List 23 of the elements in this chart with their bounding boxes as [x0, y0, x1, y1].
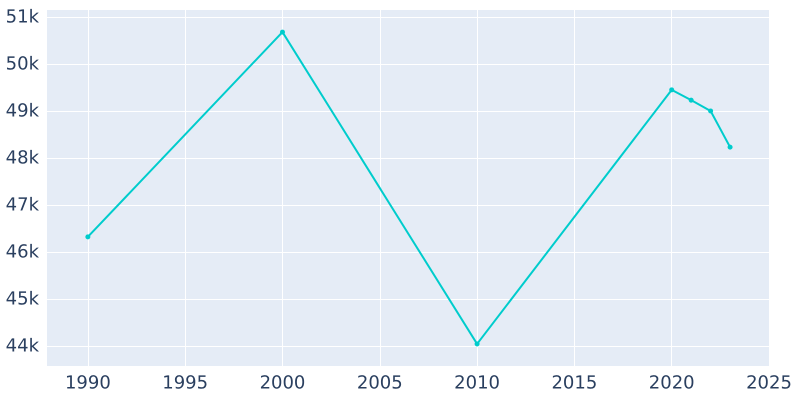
y-tick-label: 47k	[6, 194, 40, 216]
point	[669, 87, 674, 92]
x-tick-label: 2025	[746, 372, 792, 394]
point	[708, 108, 714, 114]
y-tick-label: 49k	[6, 100, 40, 122]
x-tick-label: 2000	[260, 372, 306, 394]
y-tick-label: 50k	[6, 54, 40, 75]
y-tick-label: 45k	[6, 288, 40, 310]
y-tick-label: 46k	[6, 241, 40, 262]
point	[280, 30, 285, 35]
point	[474, 341, 480, 346]
y-tick-label: 48k	[6, 147, 40, 168]
point	[728, 144, 733, 150]
x-tick-label: 2010	[454, 372, 500, 394]
x-tick-label: 1990	[64, 372, 111, 394]
x-tick-label: 1995	[162, 372, 208, 394]
point	[85, 234, 90, 240]
point	[688, 98, 694, 103]
x-tick-label: 2015	[551, 372, 598, 394]
y-tick-label: 44k	[6, 335, 40, 356]
x-tick-label: 2005	[356, 372, 403, 394]
x-tick-label: 2020	[648, 372, 695, 394]
y-tick-label: 51k	[6, 6, 40, 28]
